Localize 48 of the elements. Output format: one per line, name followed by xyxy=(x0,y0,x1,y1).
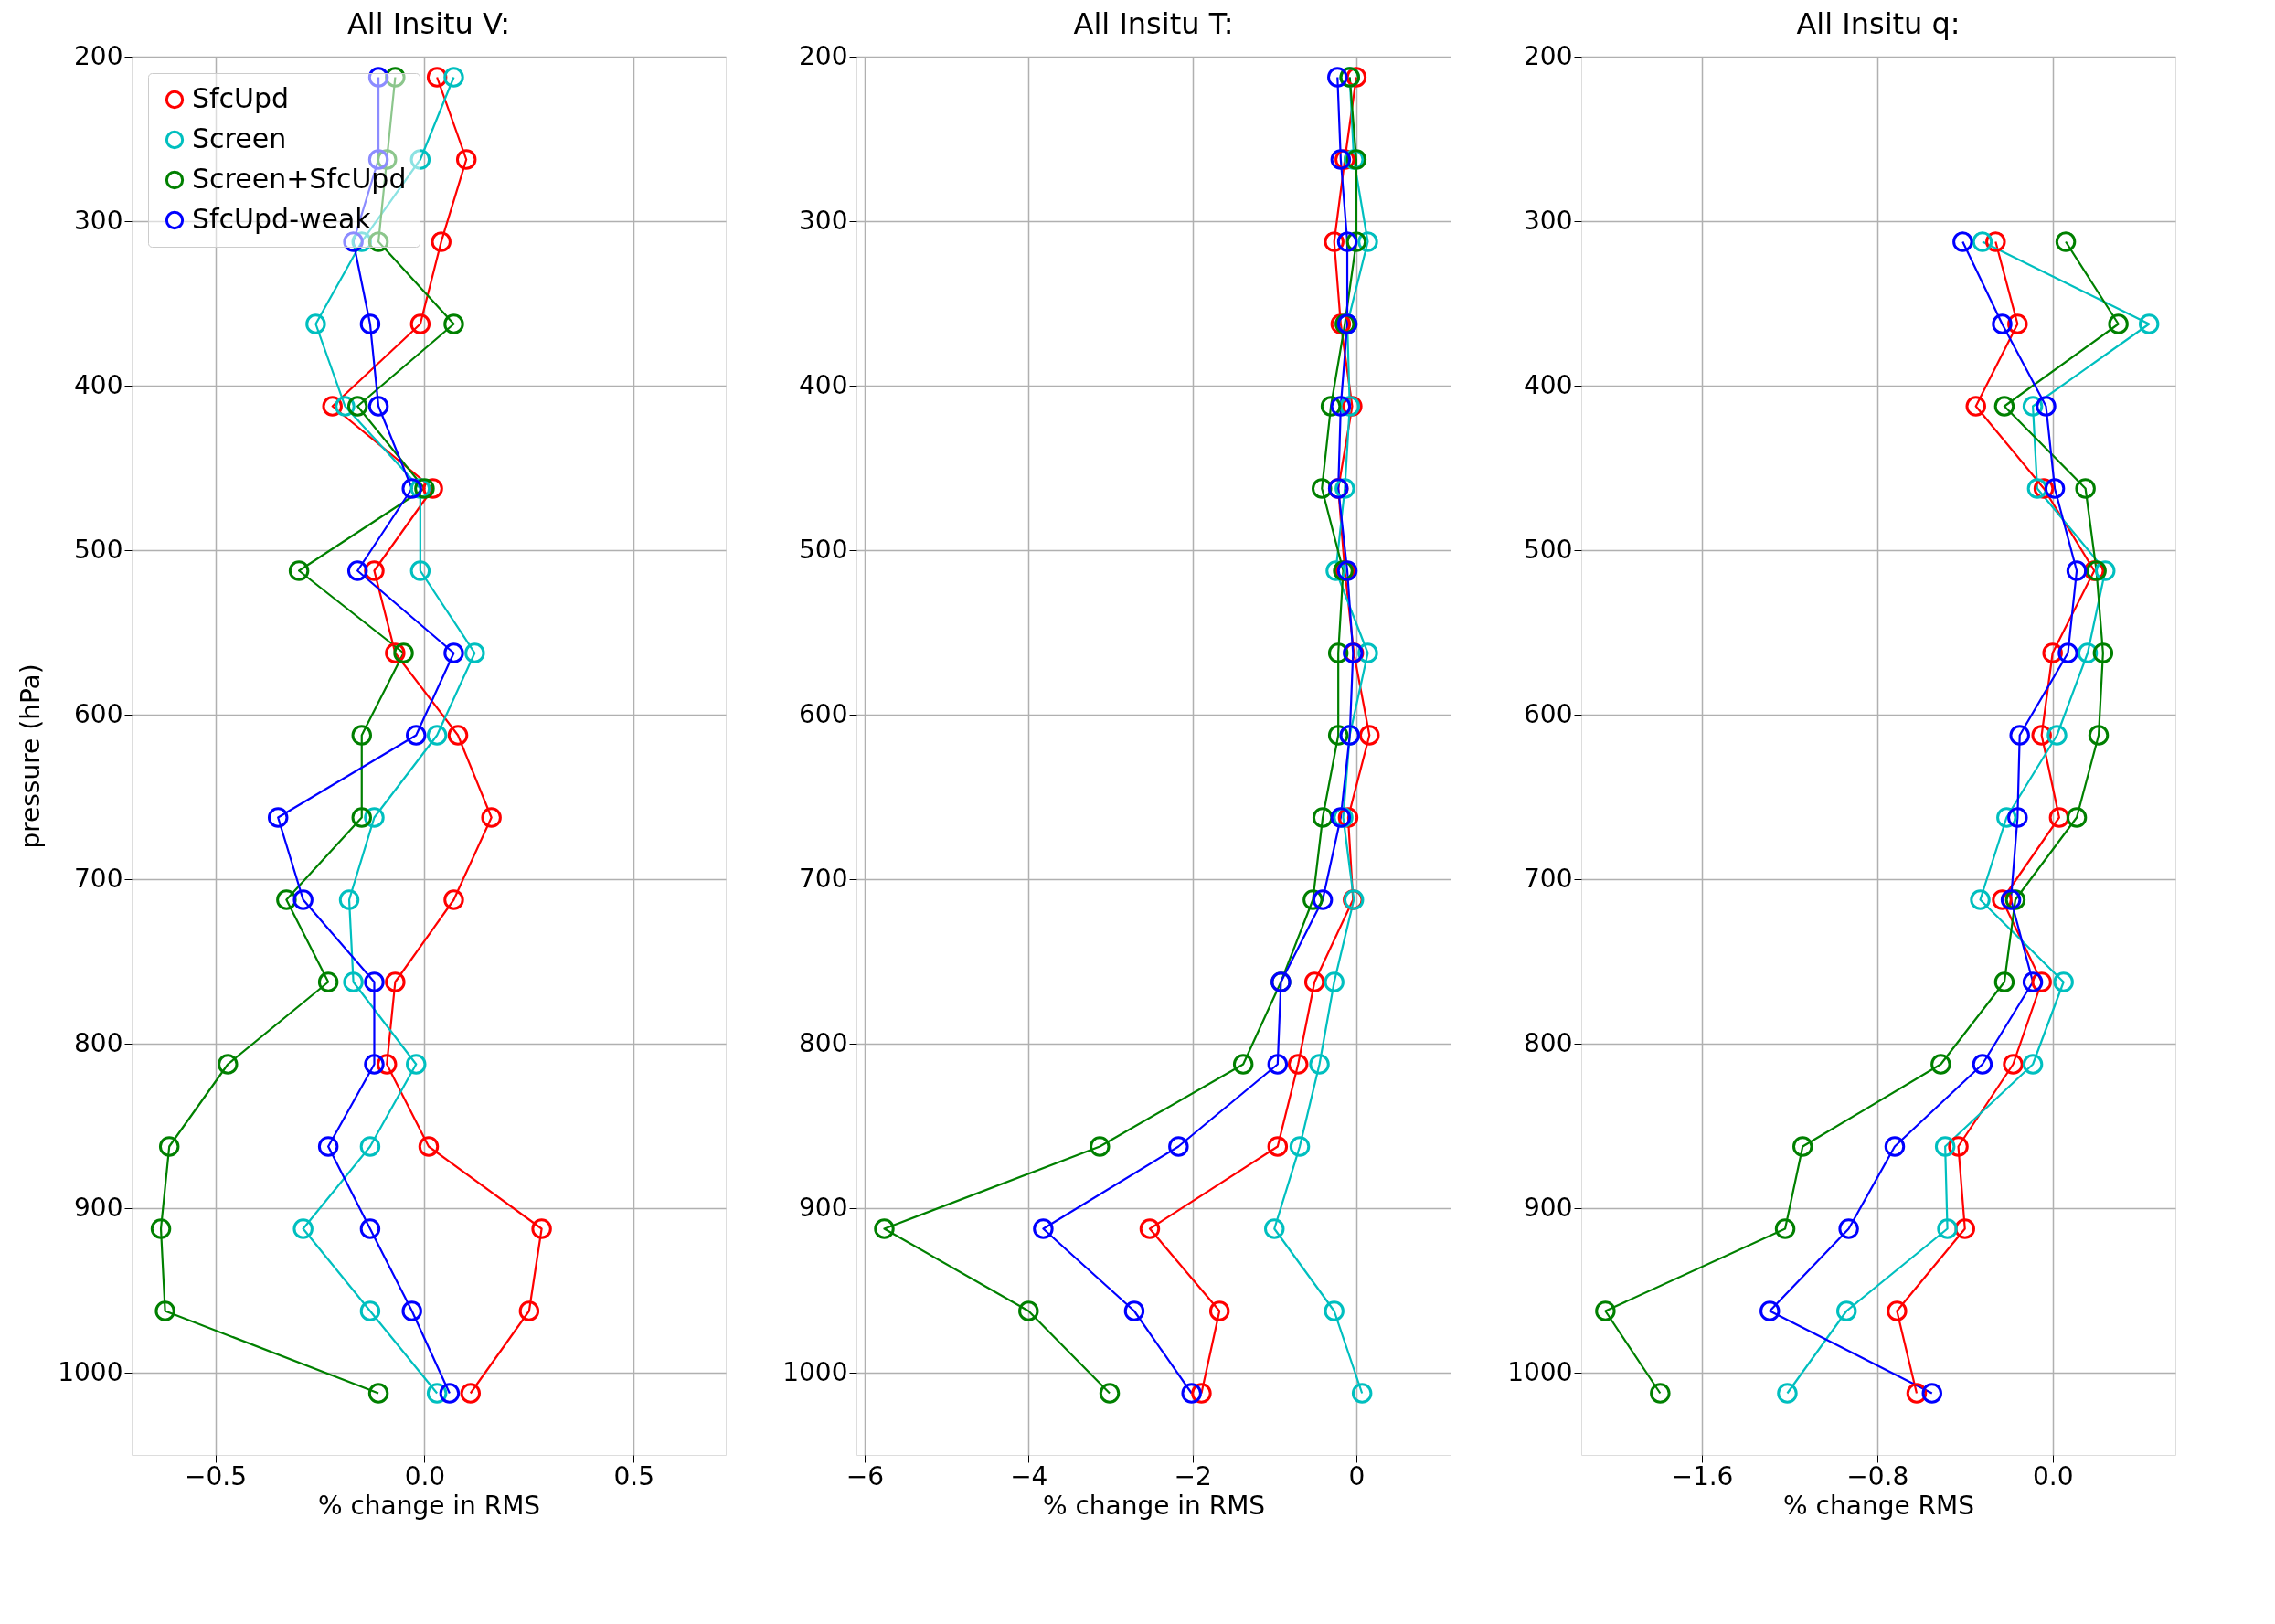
y-tick-label: 600 xyxy=(1524,698,1573,729)
y-tick-label: 300 xyxy=(1524,205,1573,236)
x-tick-label: −1.6 xyxy=(1671,1460,1734,1491)
x-tick-label: −0.8 xyxy=(1846,1460,1909,1491)
y-axis-title: pressure (hPa) xyxy=(16,663,47,849)
legend-label: SfcUpd-weak xyxy=(192,203,372,235)
legend-label: SfcUpd xyxy=(192,82,290,114)
chart-title: All Insitu V: xyxy=(346,6,511,41)
y-tick-label: 300 xyxy=(74,205,123,236)
x-axis-title: % change in RMS xyxy=(1042,1490,1266,1521)
y-tick-label: 200 xyxy=(74,40,123,71)
y-tick-label: 900 xyxy=(74,1192,123,1223)
legend-label: Screen xyxy=(192,122,287,154)
y-tick-label: 500 xyxy=(799,534,848,565)
y-tick-label: 400 xyxy=(799,369,848,400)
x-axis-title: % change in RMS xyxy=(317,1490,541,1521)
y-tick-label: 1000 xyxy=(782,1356,848,1387)
y-tick-label: 800 xyxy=(1524,1027,1573,1058)
y-tick-label: 600 xyxy=(799,698,848,729)
y-tick-label: 800 xyxy=(799,1027,848,1058)
y-tick-label: 900 xyxy=(799,1192,848,1223)
y-tick-label: 500 xyxy=(1524,534,1573,565)
x-tick-label: −6 xyxy=(845,1460,885,1491)
y-tick-label: 900 xyxy=(1524,1192,1573,1223)
y-tick-label: 400 xyxy=(1524,369,1573,400)
y-tick-label: 400 xyxy=(74,369,123,400)
x-tick-label: −0.5 xyxy=(185,1460,248,1491)
y-tick-label: 700 xyxy=(74,863,123,894)
y-tick-label: 800 xyxy=(74,1027,123,1058)
legend-label: Screen+SfcUpd xyxy=(192,163,407,195)
chart-title: All Insitu T: xyxy=(1073,6,1234,41)
y-tick-label: 700 xyxy=(799,863,848,894)
y-tick-label: 1000 xyxy=(58,1356,123,1387)
chart-title: All Insitu q: xyxy=(1796,6,1961,41)
x-tick-label: 0.5 xyxy=(613,1460,655,1491)
y-tick-label: 600 xyxy=(74,698,123,729)
y-tick-label: 300 xyxy=(799,205,848,236)
x-tick-label: −2 xyxy=(1174,1460,1212,1491)
y-tick-label: 1000 xyxy=(1507,1356,1573,1387)
x-tick-label: 0.0 xyxy=(404,1460,446,1491)
x-tick-label: 0 xyxy=(1348,1460,1366,1491)
y-tick-label: 500 xyxy=(74,534,123,565)
x-axis-title: % change RMS xyxy=(1783,1490,1974,1521)
y-tick-label: 200 xyxy=(799,40,848,71)
x-tick-label: 0.0 xyxy=(2032,1460,2074,1491)
y-tick-label: 200 xyxy=(1524,40,1573,71)
x-tick-label: −4 xyxy=(1010,1460,1048,1491)
y-tick-label: 700 xyxy=(1524,863,1573,894)
